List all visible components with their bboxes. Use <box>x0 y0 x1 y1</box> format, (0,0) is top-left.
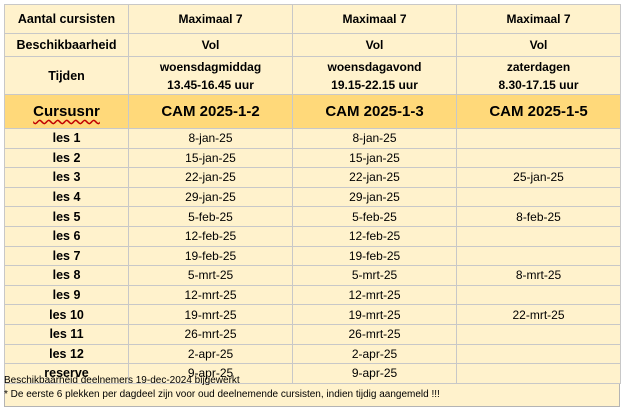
footer-footnote: * De eerste 6 plekken per dagdeel zijn v… <box>4 389 440 400</box>
lesson-label: reserve <box>4 363 129 384</box>
lesson-date <box>456 323 621 345</box>
cell-time-slot: woensdagmiddag 13.45-16.45 uur <box>128 56 293 95</box>
lesson-label: les 11 <box>4 323 129 345</box>
lesson-row: les 2 15-jan-25 15-jan-25 <box>4 147 621 169</box>
lesson-date: 22-mrt-25 <box>456 304 621 325</box>
schedule-sheet: Aantal cursisten Maximaal 7 Maximaal 7 M… <box>4 4 621 407</box>
row-label: Tijden <box>4 56 129 95</box>
lesson-date <box>456 245 621 267</box>
lesson-row: reserve 9-apr-25 9-apr-25 <box>4 363 621 384</box>
lesson-date: 29-jan-25 <box>292 186 457 208</box>
lesson-row: les 8 5-mrt-25 5-mrt-25 8-mrt-25 <box>4 265 621 286</box>
lesson-date: 12-mrt-25 <box>128 284 293 306</box>
lesson-date: 22-jan-25 <box>128 167 293 188</box>
lesson-date: 8-jan-25 <box>128 128 293 149</box>
lesson-date: 9-apr-25 <box>128 363 293 384</box>
time-slot-day: woensdagmiddag <box>159 59 262 74</box>
row-label: Aantal cursisten <box>4 4 129 34</box>
lesson-label: les 3 <box>4 167 129 188</box>
row-cursusnr: Cursusnr CAM 2025-1-2 CAM 2025-1-3 CAM 2… <box>4 94 621 129</box>
lesson-row: les 11 26-mrt-25 26-mrt-25 <box>4 323 621 345</box>
lesson-row: les 4 29-jan-25 29-jan-25 <box>4 186 621 208</box>
lesson-date: 19-mrt-25 <box>128 304 293 325</box>
lesson-label: les 5 <box>4 206 129 227</box>
lesson-date: 5-mrt-25 <box>128 265 293 286</box>
lesson-label: les 9 <box>4 284 129 306</box>
lesson-row: les 10 19-mrt-25 19-mrt-25 22-mrt-25 <box>4 304 621 325</box>
lesson-date: 19-feb-25 <box>292 245 457 267</box>
lesson-date: 12-feb-25 <box>292 225 457 247</box>
lesson-row: les 1 8-jan-25 8-jan-25 <box>4 128 621 149</box>
lesson-date: 29-jan-25 <box>128 186 293 208</box>
cell-capacity: Maximaal 7 <box>292 4 457 34</box>
cell-availability: Vol <box>456 33 621 57</box>
lesson-date: 5-mrt-25 <box>292 265 457 286</box>
lesson-date: 15-jan-25 <box>128 147 293 169</box>
lesson-date <box>456 186 621 208</box>
lesson-date: 8-feb-25 <box>456 206 621 227</box>
lesson-row: les 5 5-feb-25 5-feb-25 8-feb-25 <box>4 206 621 227</box>
cell-time-slot: zaterdagen 8.30-17.15 uur <box>456 56 621 95</box>
lesson-date: 2-apr-25 <box>128 343 293 365</box>
lesson-date: 19-feb-25 <box>128 245 293 267</box>
lesson-date <box>456 343 621 365</box>
footer-update-note: Beschikbaarheid deelnemers 19-dec-2024 b… <box>4 375 240 386</box>
lesson-date <box>456 147 621 169</box>
lesson-label: les 1 <box>4 128 129 149</box>
lesson-date: 25-jan-25 <box>456 167 621 188</box>
row-aantal-cursisten: Aantal cursisten Maximaal 7 Maximaal 7 M… <box>4 4 621 34</box>
lesson-label: les 7 <box>4 245 129 267</box>
course-code: CAM 2025-1-2 <box>128 94 293 129</box>
lesson-date: 26-mrt-25 <box>128 323 293 345</box>
lesson-date: 5-feb-25 <box>128 206 293 227</box>
lesson-date: 5-feb-25 <box>292 206 457 227</box>
row-beschikbaarheid: Beschikbaarheid Vol Vol Vol <box>4 33 621 57</box>
lesson-date: 12-feb-25 <box>128 225 293 247</box>
course-code: CAM 2025-1-5 <box>456 94 621 129</box>
lesson-row: les 7 19-feb-25 19-feb-25 <box>4 245 621 267</box>
lesson-label: les 8 <box>4 265 129 286</box>
lesson-row: les 9 12-mrt-25 12-mrt-25 <box>4 284 621 306</box>
lesson-row: les 3 22-jan-25 22-jan-25 25-jan-25 <box>4 167 621 188</box>
lesson-label: les 12 <box>4 343 129 365</box>
footer-notes: Beschikbaarheid deelnemers 19-dec-2024 b… <box>4 374 440 402</box>
lesson-date: 8-mrt-25 <box>456 265 621 286</box>
cell-capacity: Maximaal 7 <box>456 4 621 34</box>
cell-availability: Vol <box>128 33 293 57</box>
lesson-date <box>456 363 621 384</box>
lesson-date: 8-jan-25 <box>292 128 457 149</box>
row-label: Beschikbaarheid <box>4 33 129 57</box>
lesson-row: les 6 12-feb-25 12-feb-25 <box>4 225 621 247</box>
lesson-label: les 6 <box>4 225 129 247</box>
time-slot-hours: 8.30-17.15 uur <box>498 77 579 92</box>
lesson-date: 2-apr-25 <box>292 343 457 365</box>
lesson-date: 15-jan-25 <box>292 147 457 169</box>
lesson-label: les 4 <box>4 186 129 208</box>
course-schedule-table: Aantal cursisten Maximaal 7 Maximaal 7 M… <box>4 4 621 384</box>
lesson-date: 19-mrt-25 <box>292 304 457 325</box>
lesson-label: les 2 <box>4 147 129 169</box>
lesson-date: 12-mrt-25 <box>292 284 457 306</box>
course-code: CAM 2025-1-3 <box>292 94 457 129</box>
lesson-date: 26-mrt-25 <box>292 323 457 345</box>
row-tijden: Tijden woensdagmiddag 13.45-16.45 uur woe… <box>4 56 621 95</box>
time-slot-hours: 19.15-22.15 uur <box>331 77 418 92</box>
lesson-date <box>456 128 621 149</box>
row-label: Cursusnr <box>4 94 129 129</box>
cell-capacity: Maximaal 7 <box>128 4 293 34</box>
lesson-date <box>456 284 621 306</box>
cell-time-slot: woensdagavond 19.15-22.15 uur <box>292 56 457 95</box>
lesson-date: 9-apr-25 <box>292 363 457 384</box>
lesson-label: les 10 <box>4 304 129 325</box>
cursusnr-label: Cursusnr <box>33 103 100 120</box>
time-slot-hours: 13.45-16.45 uur <box>167 77 254 92</box>
time-slot-day: woensdagavond <box>327 59 422 74</box>
cell-availability: Vol <box>292 33 457 57</box>
lesson-date: 22-jan-25 <box>292 167 457 188</box>
lesson-row: les 12 2-apr-25 2-apr-25 <box>4 343 621 365</box>
time-slot-day: zaterdagen <box>506 59 571 74</box>
lesson-date <box>456 225 621 247</box>
